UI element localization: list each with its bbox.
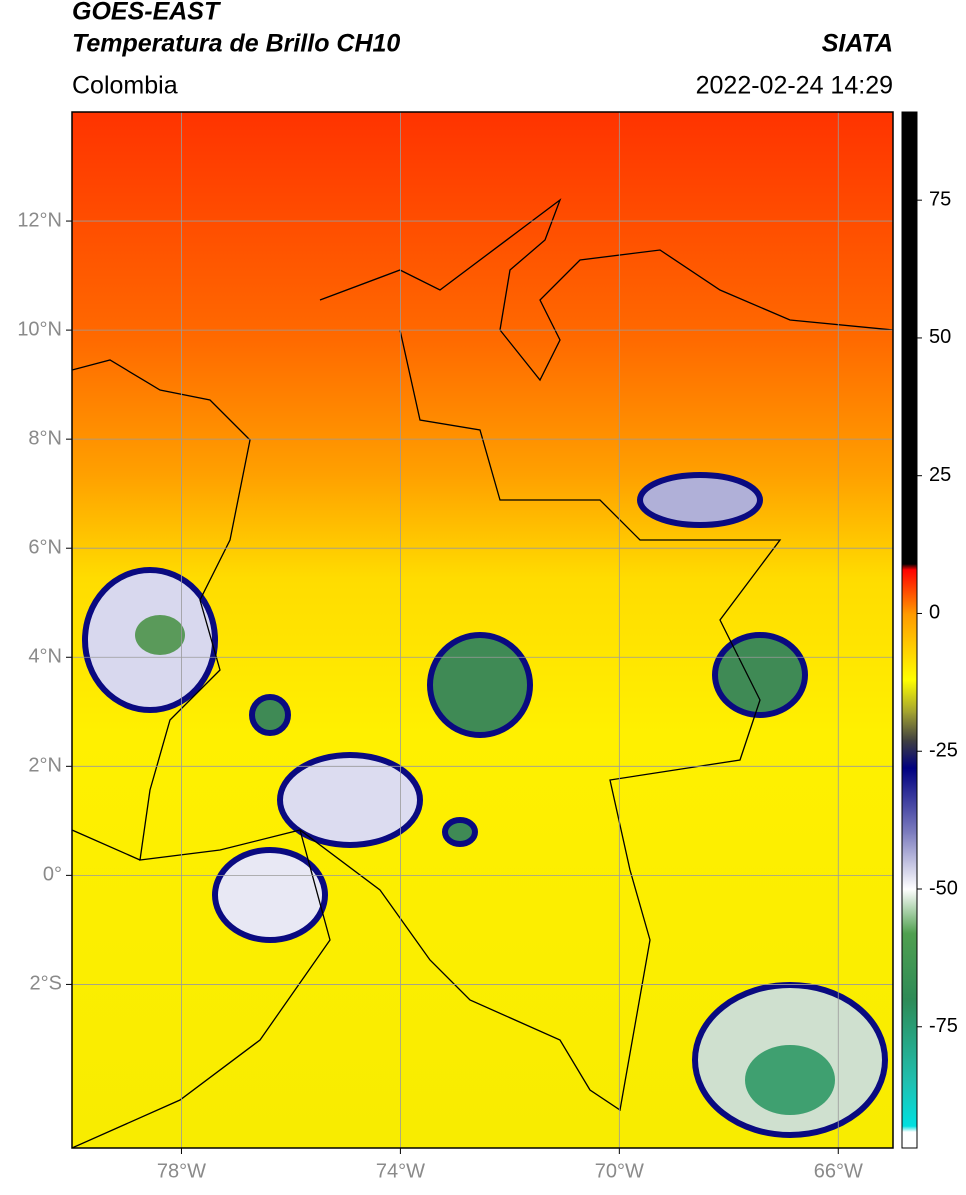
colorbar-segment	[902, 833, 917, 890]
colorbar	[902, 112, 917, 1149]
boundaries	[72, 198, 893, 1148]
colorbar-segment	[902, 679, 917, 714]
colorbar-segment	[902, 999, 917, 1083]
colorbar-segment	[902, 1081, 917, 1127]
cloud-cells	[82, 472, 888, 1138]
colorbar-segment	[902, 1125, 917, 1132]
colorbar-label: 50	[929, 326, 951, 348]
colorbar-segment	[902, 889, 917, 934]
colorbar-segment	[902, 613, 917, 681]
y-tick-label: 10°N	[17, 318, 62, 340]
x-tick-label: 78°W	[157, 1160, 206, 1182]
colorbar-segment	[902, 712, 917, 741]
colorbar-segment	[902, 1131, 917, 1149]
colorbar-frame	[901, 111, 918, 1149]
x-tick-label: 74°W	[376, 1160, 425, 1182]
y-tick-label: 12°N	[17, 209, 62, 231]
colorbar-segment	[902, 569, 917, 614]
imagery	[72, 112, 893, 1148]
y-tick-label: 4°N	[28, 646, 62, 668]
colorbar-label: 75	[929, 188, 951, 210]
colorbar-segment	[902, 933, 917, 1000]
colorbar-segment	[902, 112, 917, 565]
y-tick-label: 2°S	[30, 973, 62, 995]
datetime: 2022-02-24 14:29	[696, 72, 893, 100]
colorbar-segment	[902, 767, 917, 835]
subtitle: Temperatura de Brillo CH10	[72, 30, 400, 58]
x-tick-label: 70°W	[595, 1160, 644, 1182]
source: SIATA	[822, 30, 893, 58]
y-tick-label: 8°N	[28, 427, 62, 449]
x-tick-label: 66°W	[814, 1160, 863, 1182]
y-tick-label: 6°N	[28, 536, 62, 558]
colorbar-label: -75	[929, 1015, 958, 1037]
title: GOES-EAST	[72, 0, 222, 26]
map-frame	[71, 111, 894, 1149]
colorbar-segment	[902, 740, 917, 769]
colorbar-label: -50	[929, 877, 958, 899]
y-tick-label: 2°N	[28, 755, 62, 777]
colorbar-segment	[902, 563, 917, 570]
grid	[72, 112, 893, 1148]
y-tick-label: 0°	[43, 864, 62, 886]
colorbar-label: 25	[929, 464, 951, 486]
colorbar-label: 0	[929, 602, 940, 624]
colorbar-label: -25	[929, 740, 958, 762]
region: Colombia	[72, 72, 178, 100]
